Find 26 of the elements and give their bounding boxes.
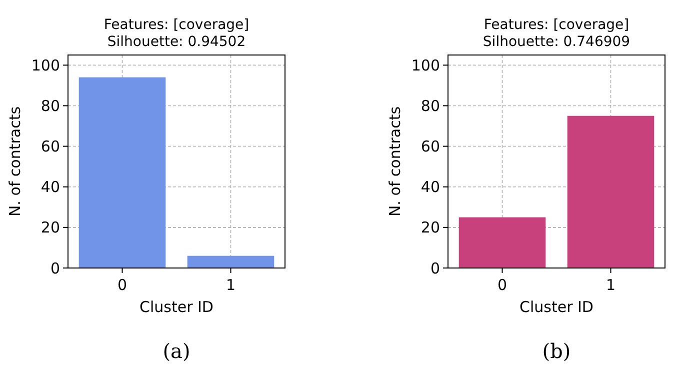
y-tick-label: 100 [411, 56, 440, 74]
chart-subtitle: Silhouette: 0.94502 [107, 34, 246, 50]
x-tick-label: 0 [497, 276, 508, 294]
y-tick-label: 60 [420, 138, 440, 156]
y-tick-label: 0 [430, 259, 440, 278]
x-tick-label: 1 [226, 276, 236, 294]
y-tick-label: 20 [420, 218, 440, 237]
x-axis-title: Cluster ID [140, 298, 214, 316]
y-tick-label: 100 [31, 56, 60, 74]
y-axis-title: N. of contracts [6, 106, 24, 217]
y-tick-label: 20 [40, 218, 60, 237]
y-tick-label: 80 [420, 96, 440, 115]
y-tick-label: 0 [50, 259, 60, 278]
x-axis-title: Cluster ID [520, 298, 594, 316]
y-tick-label: 40 [420, 178, 440, 196]
text: (a) [162, 339, 190, 363]
chart-title: Features: [coverage] [484, 17, 630, 33]
y-axis-title: N. of contracts [386, 106, 404, 217]
x-tick-label: 1 [606, 276, 616, 294]
y-tick-label: 60 [40, 138, 60, 156]
y-tick-label: 40 [40, 178, 60, 196]
y-tick-label: 80 [40, 96, 60, 115]
chart-title: Features: [coverage] [104, 17, 250, 33]
x-tick-label: 0 [117, 276, 128, 294]
text: (b) [542, 339, 571, 363]
chart-subtitle: Silhouette: 0.746909 [482, 34, 630, 50]
